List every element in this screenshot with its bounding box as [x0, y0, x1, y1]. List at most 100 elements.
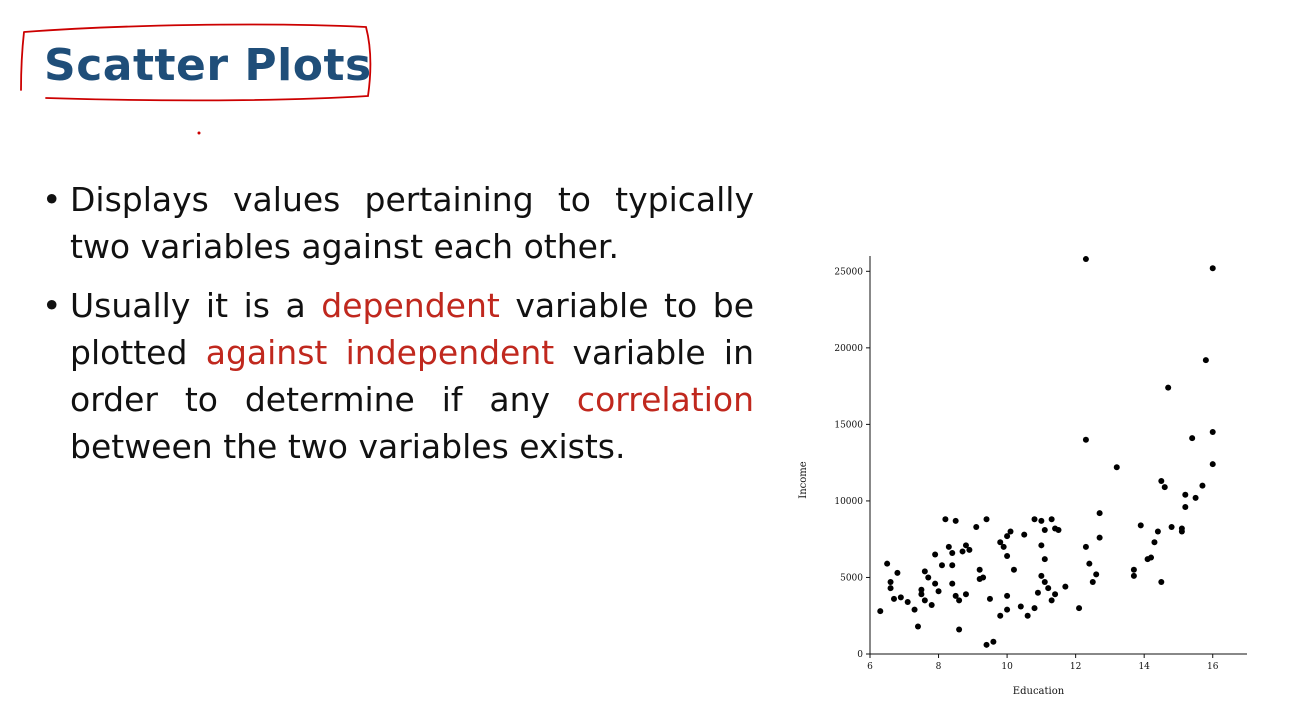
slide-title: Scatter Plots	[44, 40, 372, 91]
scatter-point	[1048, 597, 1055, 604]
scatter-point	[1137, 522, 1144, 529]
scatter-point	[1096, 510, 1103, 517]
scatter-point	[1076, 605, 1083, 612]
scatter-point	[935, 588, 942, 595]
scatter-point	[1034, 589, 1041, 596]
scatter-point	[1052, 591, 1059, 598]
scatter-point	[1151, 539, 1158, 546]
y-axis-title: Income	[798, 461, 809, 498]
scatter-point	[890, 595, 897, 602]
scatter-point	[1209, 429, 1216, 436]
scatter-point	[1154, 528, 1161, 535]
scatter-point	[918, 591, 925, 598]
scatter-point	[962, 542, 969, 549]
scatter-point	[1209, 461, 1216, 468]
scatter-point	[1045, 585, 1052, 592]
scatter-point	[1041, 527, 1048, 534]
scatter-point	[973, 523, 980, 530]
scatter-point	[983, 641, 990, 648]
bullet-text-part: variable to be plotted	[70, 286, 754, 372]
scatter-point	[952, 592, 959, 599]
scatter-point	[942, 516, 949, 523]
scatter-point	[1004, 606, 1011, 613]
scatter-point	[1093, 571, 1100, 578]
scatter-plot-svg: 6 8 10 12 14 16 0 5000 10000 15000 20000 25000 Educ…	[798, 256, 1247, 697]
scatter-point	[1004, 533, 1011, 540]
scatter-point	[1010, 566, 1017, 573]
scatter-point	[1004, 553, 1011, 560]
scatter-point	[887, 585, 894, 592]
x-tick-label: 12	[1070, 662, 1081, 672]
scatter-point	[1165, 384, 1172, 391]
data-points	[877, 256, 1216, 648]
y-tick-label: 20000	[834, 344, 863, 354]
scatter-point	[938, 562, 945, 569]
y-tick-label: 10000	[834, 497, 863, 507]
y-tick-label: 15000	[834, 420, 863, 430]
scatter-point	[986, 595, 993, 602]
x-axis-title: Education	[1013, 686, 1065, 697]
scatter-point	[1024, 612, 1031, 619]
bullet-text-part: Usually it is a	[70, 286, 322, 325]
scatter-point	[1202, 357, 1209, 364]
scatter-point	[1161, 484, 1168, 491]
scatter-point	[1178, 528, 1185, 535]
scatter-point	[1182, 504, 1189, 511]
scatter-point	[959, 548, 966, 555]
scatter-point	[949, 580, 956, 587]
scatter-point	[1062, 583, 1069, 590]
scatter-point	[980, 574, 987, 581]
bullet-text-part: between the two variables exists.	[70, 427, 626, 466]
scatter-point	[1148, 554, 1155, 561]
highlight-against-independent: against independent	[205, 333, 555, 372]
scatter-point	[990, 638, 997, 645]
scatter-point	[1158, 478, 1165, 485]
scatter-point	[1007, 528, 1014, 535]
scatter-point	[952, 517, 959, 524]
x-tick-label: 10	[1001, 662, 1013, 672]
bullet-dot: •	[42, 286, 62, 325]
x-tick-label: 14	[1138, 662, 1150, 672]
x-tick-label: 16	[1207, 662, 1219, 672]
bullet-text: Displays values pertaining to typically …	[70, 180, 754, 266]
bullet-item-usually: • Usually it is a dependent variable to …	[42, 282, 754, 470]
scatter-point	[949, 562, 956, 569]
scatter-point	[1209, 265, 1216, 272]
scatter-point	[928, 602, 935, 609]
scatter-point	[894, 569, 901, 576]
y-tick-label: 0	[857, 650, 863, 660]
x-tick-label: 6	[867, 662, 873, 672]
scatter-point	[1017, 603, 1024, 610]
scatter-point	[921, 568, 928, 575]
scatter-point	[887, 579, 894, 586]
scatter-point	[956, 597, 963, 604]
scatter-point	[1189, 435, 1196, 442]
scatter-point	[884, 560, 891, 567]
scatter-point	[921, 597, 928, 604]
bullet-dot: •	[42, 180, 62, 219]
axes: 6 8 10 12 14 16 0 5000 10000 15000 20000 25000	[834, 256, 1247, 672]
scatter-point	[1130, 566, 1137, 573]
scatter-point	[1031, 605, 1038, 612]
scatter-point	[1021, 531, 1028, 538]
scatter-point	[1041, 579, 1048, 586]
highlight-dependent: dependent	[321, 286, 500, 325]
scatter-point	[1038, 572, 1045, 579]
scatter-point	[997, 612, 1004, 619]
y-tick-label: 5000	[840, 573, 863, 583]
highlight-correlation: correlation	[576, 380, 754, 419]
scatter-point	[1182, 491, 1189, 498]
scatter-point	[1086, 560, 1093, 567]
x-tick-label: 8	[936, 662, 942, 672]
scatter-point	[945, 543, 952, 550]
scatter-point	[1082, 436, 1089, 443]
scatter-point	[877, 608, 884, 615]
scatter-point	[1082, 256, 1089, 263]
scatter-point	[918, 586, 925, 593]
scatter-point	[1199, 482, 1206, 489]
scatter-point	[1000, 543, 1007, 550]
scatter-plot: 6 8 10 12 14 16 0 5000 10000 15000 20000 25000 Educ…	[786, 246, 1248, 706]
scatter-point	[1082, 543, 1089, 550]
scatter-point	[1048, 516, 1055, 523]
scatter-point	[1113, 464, 1120, 471]
